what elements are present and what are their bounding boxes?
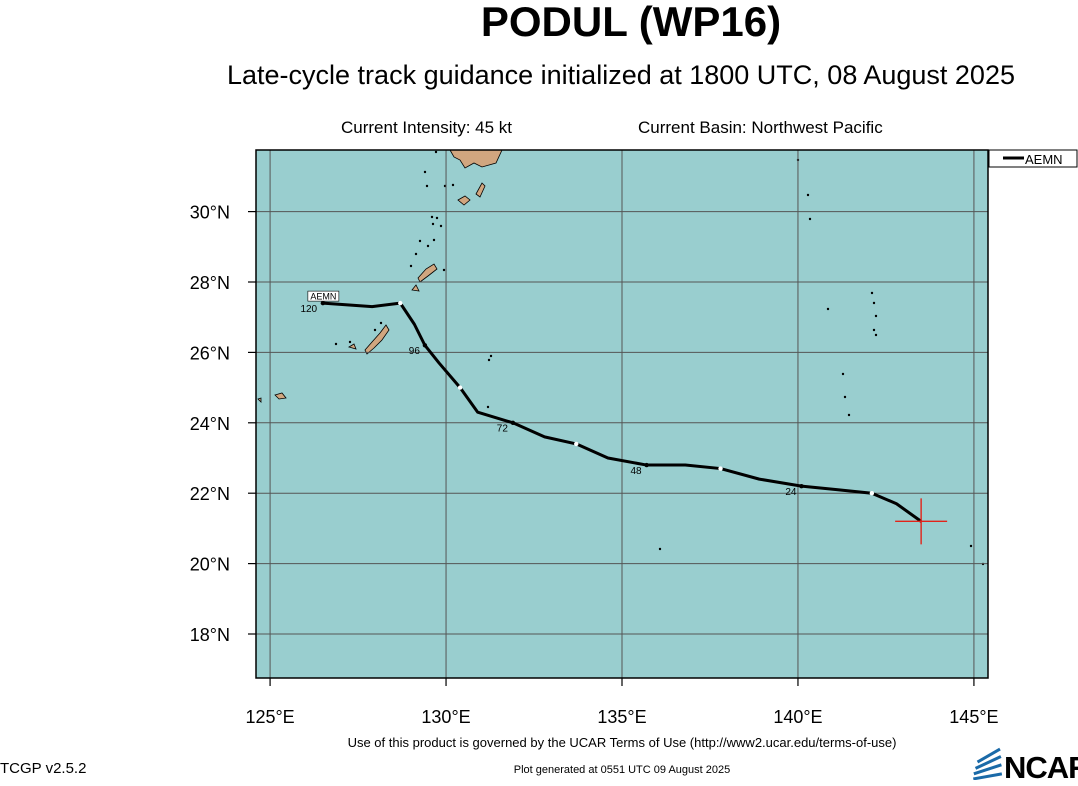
yakushima-island: [457, 195, 471, 206]
island-dot: [426, 244, 430, 248]
kumejima-island: [348, 343, 357, 350]
track-point: [574, 441, 579, 447]
terms-of-use-note: Use of this product is governed by the U…: [347, 735, 897, 750]
island-dot: [658, 547, 662, 551]
track-label-box: [307, 290, 340, 302]
track-point: [718, 466, 723, 471]
island-dot: [826, 307, 830, 311]
track-point: [869, 491, 875, 496]
kyushu-coast: [449, 149, 503, 169]
island-dot: [439, 224, 443, 228]
plot-generated-time: Plot generated at 0551 UTC 09 August 202…: [513, 764, 731, 776]
forecast-hour-label: 96: [409, 346, 421, 357]
y-tick-label: 24°N: [190, 414, 230, 434]
island-dot: [872, 301, 876, 305]
track-point: [320, 300, 326, 306]
x-tick-label: 130°E: [421, 707, 470, 727]
x-tick-label: 145°E: [949, 707, 998, 727]
island-dot: [874, 314, 878, 318]
island-dot: [969, 544, 973, 548]
track-point: [422, 343, 428, 348]
forecast-hour-label: 72: [497, 424, 509, 435]
island-dot: [487, 358, 491, 362]
island-dot: [451, 183, 455, 187]
track-label: AEMN: [310, 292, 336, 302]
y-tick-label: 18°N: [190, 625, 230, 645]
storm-title: PODUL (WP16): [480, 0, 782, 45]
miyako-island: [274, 392, 287, 400]
island-dot: [425, 184, 429, 188]
track-point: [644, 462, 649, 468]
tanegashima-island: [475, 182, 486, 198]
island-dot: [430, 215, 434, 219]
legend-box: [988, 149, 1078, 168]
current-basin: Current Basin: Northwest Pacific: [638, 118, 883, 137]
y-tick-label: 26°N: [190, 343, 230, 363]
island-dot: [806, 193, 810, 197]
island-dot: [423, 170, 427, 174]
island-dot: [872, 328, 876, 332]
forecast-hour-label: 120: [300, 304, 317, 315]
forecast-hour-label: 48: [631, 466, 643, 477]
guidance-subtitle: Late-cycle track guidance initialized at…: [227, 60, 1015, 90]
island-dot: [841, 372, 845, 376]
island-dot: [334, 342, 338, 346]
island-dot: [414, 252, 418, 256]
y-tick-label: 22°N: [190, 484, 230, 504]
axis-ticks: [248, 211, 975, 686]
x-tick-label: 135°E: [597, 707, 646, 727]
island-dot: [379, 321, 383, 325]
x-tick-label: 140°E: [773, 707, 822, 727]
island-dot: [808, 217, 812, 221]
island-dot: [489, 354, 493, 358]
axis-tick-labels: 125°E 130°E 135°E 140°E 145°E 18°N 20°N 22°N 24°…: [190, 203, 999, 727]
y-tick-label: 20°N: [190, 555, 230, 575]
y-tick-label: 28°N: [190, 273, 230, 293]
island-dot: [432, 238, 436, 242]
forecast-hour-label: 24: [785, 487, 797, 498]
ncar-logo-text: NCAR: [1004, 750, 1078, 785]
track-point: [510, 420, 516, 425]
island-dot: [409, 264, 413, 268]
track-layer: 24 48 72 96 120 AEMN: [300, 290, 923, 523]
island-dot: [348, 340, 352, 344]
version-label: TCGP v2.5.2: [0, 760, 87, 777]
tokunoshima-island: [411, 284, 420, 292]
track-point: [799, 483, 804, 489]
x-tick-label: 125°E: [245, 707, 294, 727]
island-dot: [843, 395, 847, 399]
legend: AEMN: [988, 149, 1078, 168]
island-dot: [874, 333, 878, 337]
map-gridlines: [256, 150, 988, 678]
island-dot: [486, 405, 490, 409]
island-dot: [435, 216, 439, 220]
current-position-layer: [895, 498, 948, 545]
island-dot: [431, 222, 435, 226]
island-dot: [847, 413, 851, 417]
legend-entry-label: AEMN: [1025, 152, 1063, 167]
island-dot: [442, 268, 446, 272]
yonaguni-island: [257, 397, 262, 403]
island-dot: [418, 239, 422, 243]
island-dot: [373, 328, 377, 332]
island-dot: [434, 150, 438, 154]
current-intensity: Current Intensity: 45 kt: [341, 118, 513, 137]
track-point: [398, 300, 403, 306]
ncar-logo-icon: [973, 747, 1003, 780]
track-point: [457, 385, 463, 390]
y-tick-label: 30°N: [190, 203, 230, 223]
island-dot: [870, 291, 874, 295]
